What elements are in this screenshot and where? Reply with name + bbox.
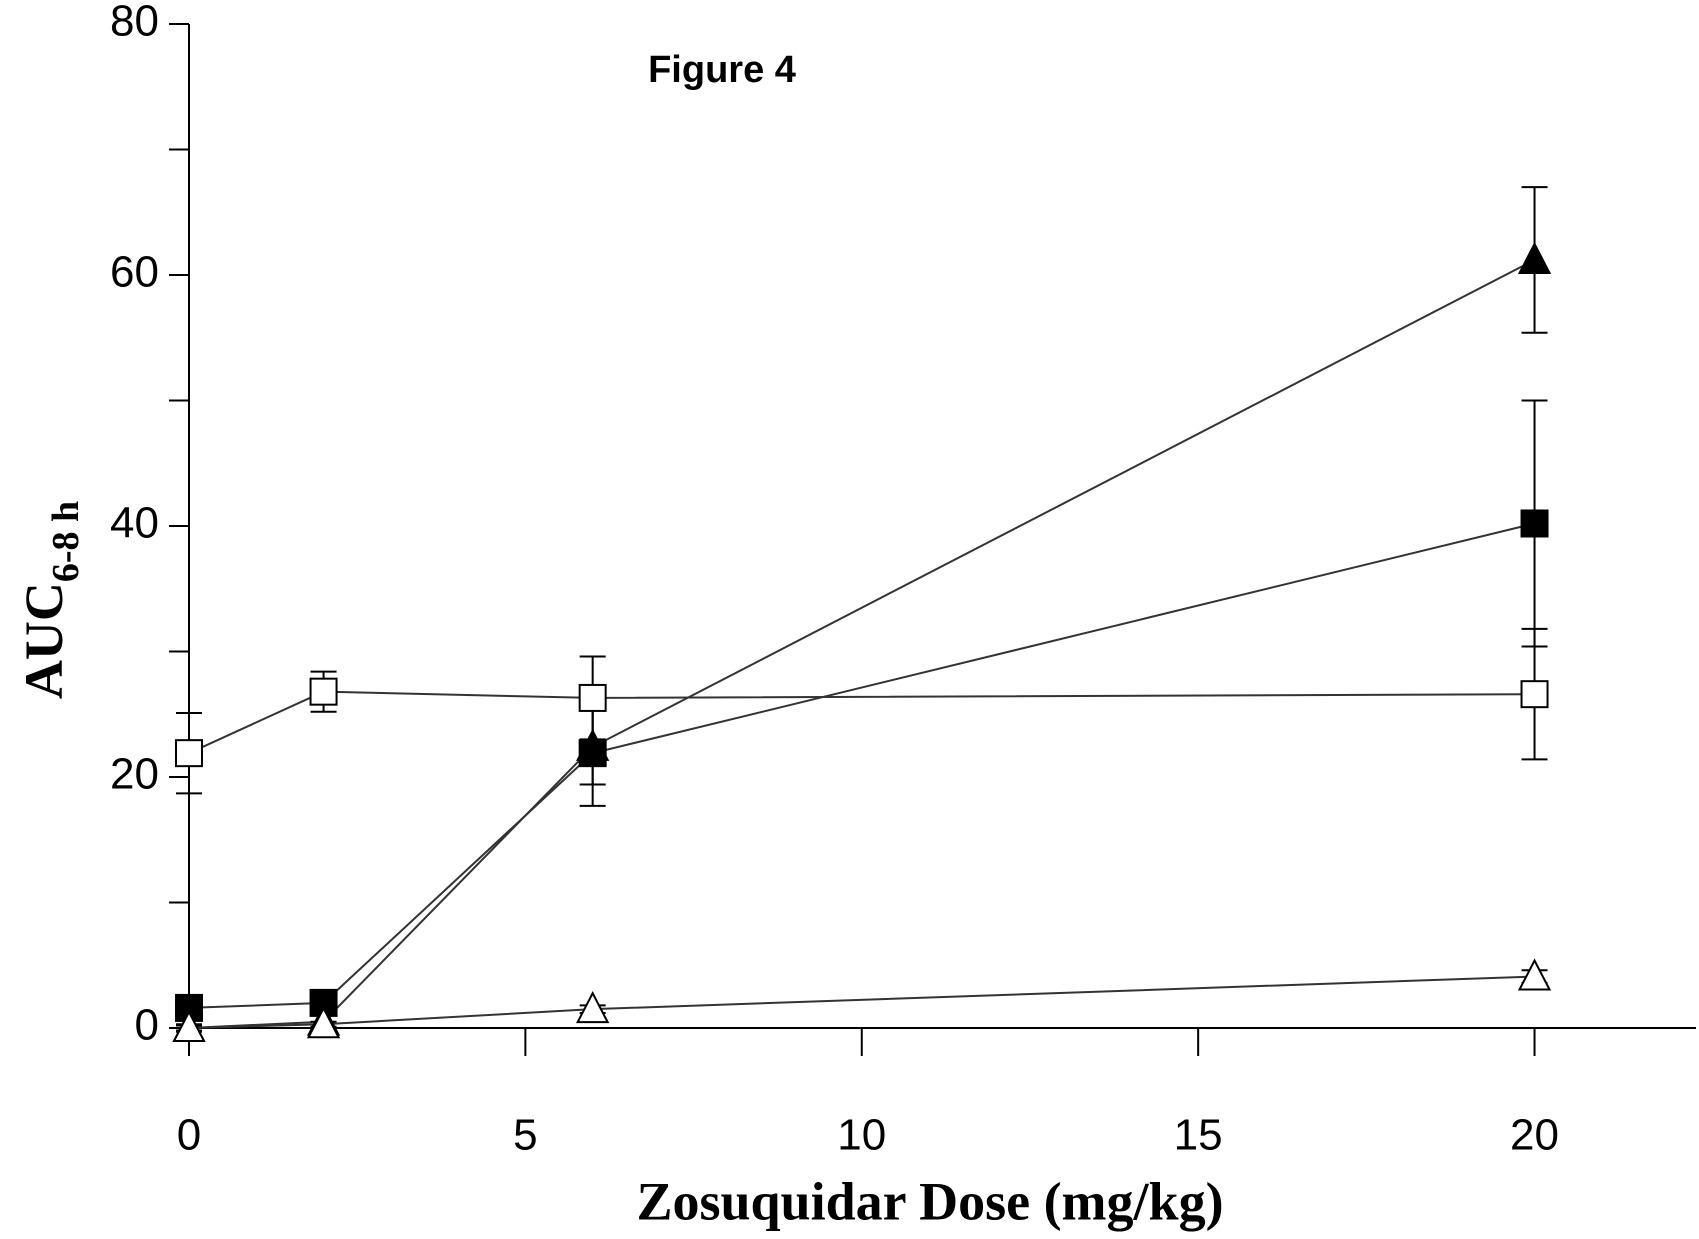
y-tick-label: 60 xyxy=(110,248,159,297)
x-tick-label: 15 xyxy=(1174,1111,1223,1160)
marker xyxy=(1520,680,1549,709)
marker xyxy=(172,1009,206,1042)
y-tick-label: 0 xyxy=(135,1001,159,1050)
marker xyxy=(1517,958,1552,991)
marker xyxy=(576,990,610,1024)
y-tick-label: 40 xyxy=(110,499,159,548)
y-tick-label: 80 xyxy=(110,0,159,46)
y-label-main: AUC xyxy=(14,582,74,699)
marker xyxy=(578,683,607,712)
marker xyxy=(576,728,610,761)
series-line xyxy=(188,259,1535,1029)
x-tick-label: 5 xyxy=(513,1111,537,1160)
marker xyxy=(309,677,338,706)
marker xyxy=(1517,241,1552,274)
chart-title: Figure 4 xyxy=(648,49,796,91)
y-axis-label: AUC6-8 h xyxy=(14,501,87,699)
series-line xyxy=(188,975,1535,1029)
marker xyxy=(175,739,203,768)
x-tick-label: 0 xyxy=(177,1111,201,1160)
x-tick-label: 20 xyxy=(1510,1111,1559,1160)
x-axis-label: Zosuquidar Dose (mg/kg) xyxy=(636,1171,1223,1231)
x-tick-label: 10 xyxy=(837,1111,886,1160)
y-label-subscript: 6-8 h xyxy=(45,501,87,582)
marker xyxy=(306,1006,341,1039)
series-line xyxy=(188,690,1535,755)
y-tick-label: 20 xyxy=(110,750,159,799)
series-line xyxy=(188,522,1535,1009)
marker xyxy=(1520,509,1549,538)
